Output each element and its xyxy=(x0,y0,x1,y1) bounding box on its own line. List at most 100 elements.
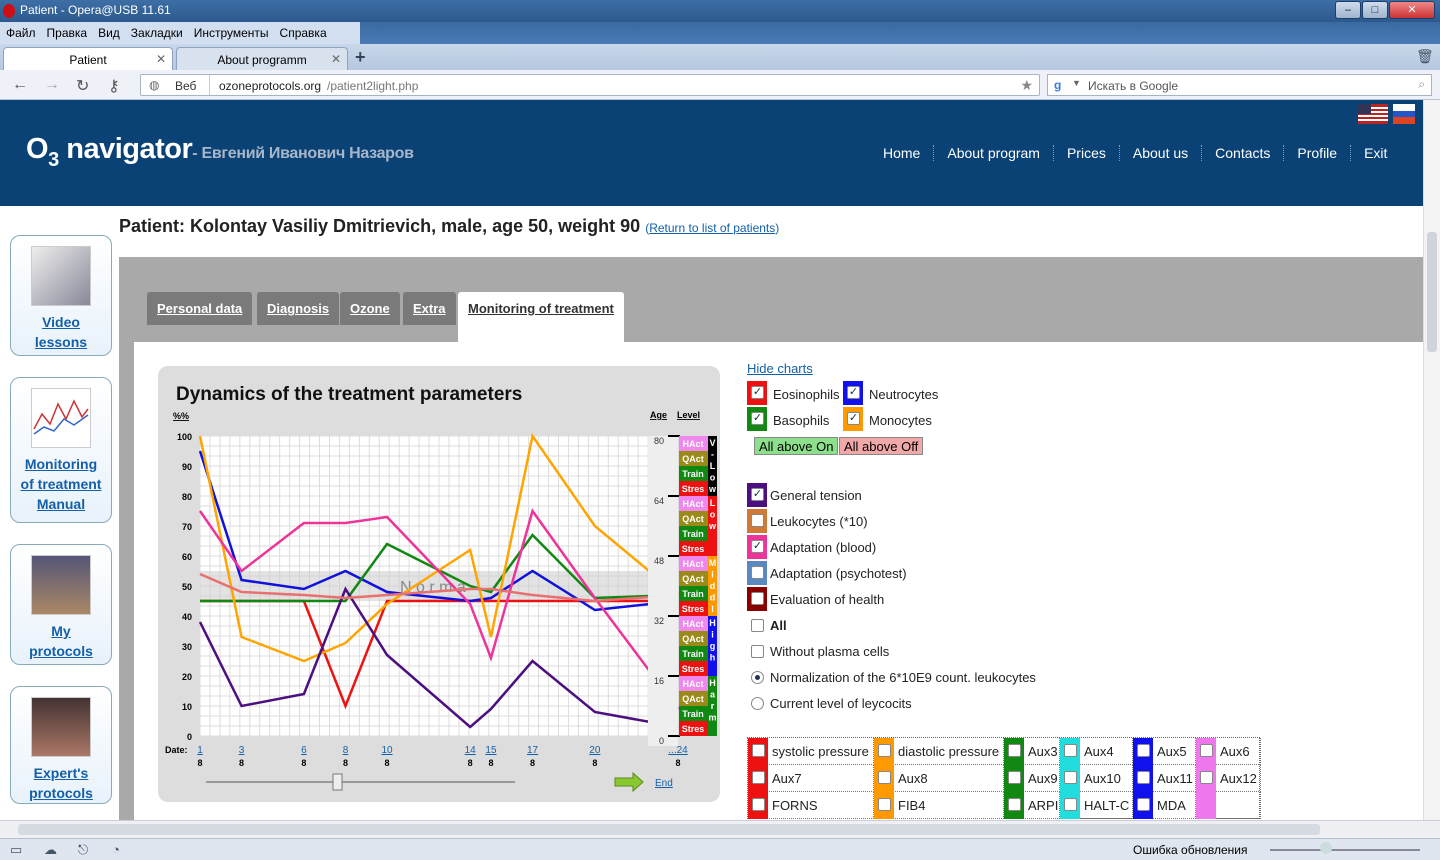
nav-home[interactable]: Home xyxy=(883,145,921,161)
vertical-scrollbar[interactable] xyxy=(1423,100,1440,820)
expert-protocols-link[interactable]: Expert's xyxy=(33,765,89,781)
aux-checkbox[interactable] xyxy=(1196,738,1216,765)
zoom-slider-thumb[interactable] xyxy=(1320,842,1332,854)
speed-dial-icon[interactable]: ◔ xyxy=(112,842,120,857)
param-checkbox-4[interactable] xyxy=(747,561,767,585)
checkbox-box[interactable] xyxy=(1008,771,1021,784)
bookmark-star-icon[interactable]: ★ xyxy=(1020,77,1033,93)
close-window-button[interactable]: ✕ xyxy=(1389,1,1435,19)
menu-view[interactable]: Вид xyxy=(98,26,120,40)
close-tab-icon[interactable]: ✕ xyxy=(330,52,341,66)
reload-icon[interactable]: ↻ xyxy=(76,78,90,95)
scroll-thumb[interactable] xyxy=(1427,232,1437,352)
nav-profile[interactable]: Profile xyxy=(1283,145,1350,161)
tab-personal-data[interactable]: Personal data xyxy=(147,292,253,325)
my-protocols-link[interactable]: My xyxy=(51,623,71,639)
checkbox-box[interactable]: ✓ xyxy=(847,386,860,399)
checkbox-box[interactable] xyxy=(752,771,765,784)
nav-about-program[interactable]: About program xyxy=(933,145,1053,161)
tab-ozone[interactable]: Ozone xyxy=(340,292,400,325)
nav-contacts[interactable]: Contacts xyxy=(1201,145,1283,161)
search-icon[interactable]: ⌕ xyxy=(1418,77,1425,91)
zoom-slider[interactable] xyxy=(1270,849,1420,851)
aux-checkbox[interactable] xyxy=(1196,765,1216,792)
menu-file[interactable]: Файл xyxy=(6,26,36,40)
aux-checkbox[interactable] xyxy=(1133,738,1153,765)
russia-flag-icon[interactable] xyxy=(1393,104,1415,124)
share-icon[interactable]: ⎋ xyxy=(78,842,89,857)
aux-checkbox[interactable] xyxy=(1133,792,1153,819)
checkbox-box[interactable] xyxy=(751,619,764,632)
return-link-text[interactable]: Return to list of patients xyxy=(649,221,776,235)
end-link[interactable]: End xyxy=(655,778,673,789)
all-checkbox[interactable] xyxy=(747,614,767,638)
menu-help[interactable]: Справка xyxy=(279,26,327,40)
checkbox-box[interactable]: ✓ xyxy=(751,412,764,425)
checkbox-box[interactable] xyxy=(1200,744,1213,757)
checkbox-box[interactable] xyxy=(751,566,764,579)
checkbox-box[interactable] xyxy=(1137,771,1150,784)
browser-tab-about[interactable]: About programm ✕ xyxy=(176,47,348,70)
checkbox-box[interactable] xyxy=(1137,798,1150,811)
all-above-on-button[interactable]: All above On xyxy=(754,437,839,455)
video-link[interactable]: Video xyxy=(42,314,80,330)
aux-checkbox[interactable] xyxy=(748,792,768,819)
expert-protocols-link-2[interactable]: protocols xyxy=(29,785,93,801)
radio-normalization[interactable] xyxy=(751,671,764,684)
checkbox-box[interactable] xyxy=(751,592,764,605)
video-link-2[interactable]: lessons xyxy=(34,334,88,350)
aux-checkbox[interactable] xyxy=(748,738,768,765)
maximize-button[interactable]: □ xyxy=(1362,1,1388,19)
without-plasma-checkbox[interactable] xyxy=(747,640,767,664)
checkbox-box[interactable] xyxy=(1137,744,1150,757)
menu-bookmarks[interactable]: Закладки xyxy=(130,26,183,40)
forward-icon[interactable]: → xyxy=(44,76,60,93)
minimize-button[interactable]: – xyxy=(1335,1,1361,19)
my-protocols-link-2[interactable]: protocols xyxy=(29,643,93,659)
menu-edit[interactable]: Правка xyxy=(46,26,88,40)
cell-checkbox-4[interactable]: ✓ xyxy=(843,407,863,431)
aux-checkbox[interactable] xyxy=(1133,765,1153,792)
return-link[interactable]: (Return to list of patients) xyxy=(645,221,779,235)
checkbox-box[interactable] xyxy=(751,514,764,527)
sidebar-card-video[interactable]: Video lessons xyxy=(10,235,112,356)
aux-checkbox[interactable] xyxy=(1004,792,1024,819)
checkbox-box[interactable]: ✓ xyxy=(751,488,764,501)
aux-checkbox[interactable] xyxy=(1060,738,1080,765)
aux-checkbox[interactable] xyxy=(874,765,894,792)
timeline-slider-thumb[interactable] xyxy=(332,773,343,791)
param-checkbox-3[interactable]: ✓ xyxy=(747,535,767,559)
nav-about-us[interactable]: About us xyxy=(1118,145,1201,161)
nav-prices[interactable]: Prices xyxy=(1052,145,1119,161)
google-icon[interactable]: g xyxy=(1054,78,1062,92)
close-tab-icon[interactable]: ✕ xyxy=(155,52,166,66)
aux-checkbox[interactable] xyxy=(1196,792,1216,819)
cloud-icon[interactable]: ☁ xyxy=(44,842,57,857)
checkbox-box[interactable]: ✓ xyxy=(751,540,764,553)
us-flag-icon[interactable] xyxy=(1358,104,1388,124)
param-checkbox-2[interactable] xyxy=(747,509,767,533)
checkbox-box[interactable] xyxy=(1008,798,1021,811)
checkbox-box[interactable] xyxy=(1064,744,1077,757)
sidebar-card-my-protocols[interactable]: My protocols xyxy=(10,544,112,665)
checkbox-box[interactable] xyxy=(878,798,891,811)
new-tab-icon[interactable]: + xyxy=(355,47,366,67)
checkbox-box[interactable] xyxy=(752,744,765,757)
aux-checkbox[interactable] xyxy=(1060,765,1080,792)
chevron-down-icon[interactable]: ▼ xyxy=(1072,78,1081,88)
browser-tab-patient[interactable]: Patient ✕ xyxy=(3,47,173,70)
cell-checkbox-3[interactable]: ✓ xyxy=(747,407,767,431)
hide-charts-link[interactable]: Hide charts xyxy=(747,361,813,376)
address-field[interactable]: ◍ Веб ozoneprotocols.org /patient2light.… xyxy=(140,74,1040,96)
aux-checkbox[interactable] xyxy=(874,738,894,765)
param-checkbox-5[interactable] xyxy=(747,587,767,611)
checkbox-box[interactable]: ✓ xyxy=(847,412,860,425)
panel-toggle-icon[interactable]: ▭ xyxy=(10,842,23,857)
site-logo[interactable]: O3 navigator- Евгений Иванович Назаров xyxy=(26,133,414,172)
checkbox-box[interactable]: ✓ xyxy=(751,386,764,399)
tab-extra[interactable]: Extra xyxy=(403,292,456,325)
checkbox-box[interactable] xyxy=(1064,771,1077,784)
checkbox-box[interactable] xyxy=(1200,771,1213,784)
monitoring-link-2[interactable]: of treatment xyxy=(20,476,102,492)
cell-checkbox-2[interactable]: ✓ xyxy=(843,381,863,405)
